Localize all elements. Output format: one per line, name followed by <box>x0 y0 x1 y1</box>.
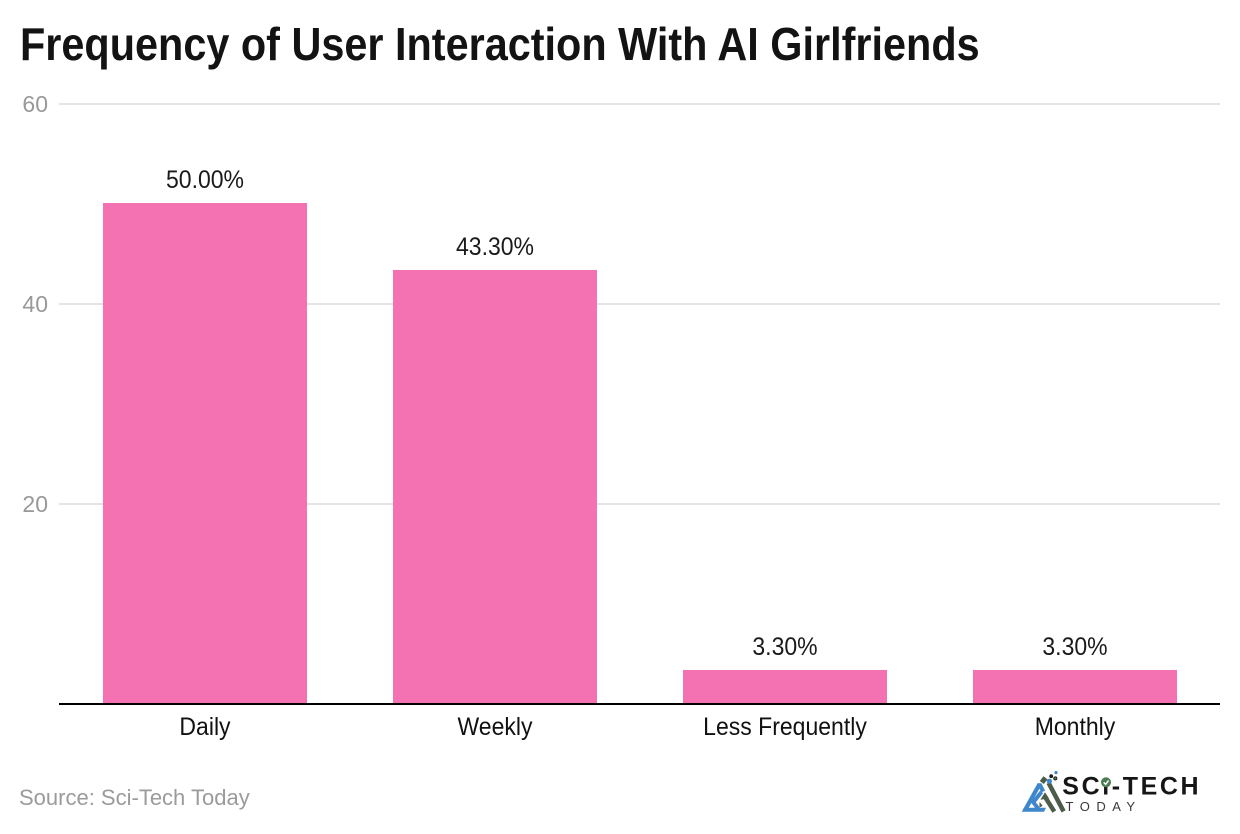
svg-text:SCı-TECH: SCı-TECH <box>1062 773 1201 801</box>
svg-text:TODAY: TODAY <box>1066 799 1142 814</box>
